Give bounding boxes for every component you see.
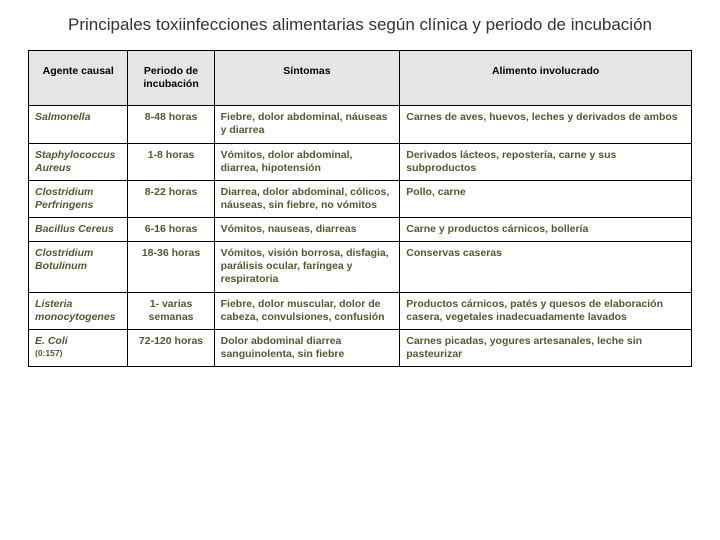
- cell-food: Derivados lácteos, repostería, carne y s…: [400, 143, 692, 180]
- table-row: Salmonella 8-48 horas Fiebre, dolor abdo…: [29, 106, 692, 143]
- cell-food: Conservas caseras: [400, 242, 692, 292]
- cell-symptoms: Diarrea, dolor abdominal, cólicos, náuse…: [214, 180, 400, 217]
- cell-food: Productos cárnicos, patés y quesos de el…: [400, 292, 692, 329]
- cell-period: 8-48 horas: [128, 106, 214, 143]
- cell-agent: E. Coli(0:157): [29, 329, 128, 366]
- col-food: Alimento involucrado: [400, 51, 692, 106]
- table-row: Clostridium Botulinum 18-36 horas Vómito…: [29, 242, 692, 292]
- cell-period: 72-120 horas: [128, 329, 214, 366]
- cell-agent: Clostridium Perfringens: [29, 180, 128, 217]
- cell-food: Carnes picadas, yogures artesanales, lec…: [400, 329, 692, 366]
- cell-symptoms: Vómitos, visión borrosa, disfagia, parál…: [214, 242, 400, 292]
- cell-period: 1-8 horas: [128, 143, 214, 180]
- cell-agent: Clostridium Botulinum: [29, 242, 128, 292]
- table-header-row: Agente causal Periodo de incubación Sínt…: [29, 51, 692, 106]
- cell-period: 6-16 horas: [128, 218, 214, 242]
- table-row: E. Coli(0:157) 72-120 horas Dolor abdomi…: [29, 329, 692, 366]
- cell-agent: Listeria monocytogenes: [29, 292, 128, 329]
- cell-symptoms: Vómitos, nauseas, diarreas: [214, 218, 400, 242]
- table-row: Clostridium Perfringens 8-22 horas Diarr…: [29, 180, 692, 217]
- page: Principales toxiinfecciones alimentarias…: [0, 0, 720, 540]
- cell-period: 18-36 horas: [128, 242, 214, 292]
- cell-symptoms: Fiebre, dolor muscular, dolor de cabeza,…: [214, 292, 400, 329]
- col-period: Periodo de incubación: [128, 51, 214, 106]
- table-row: Staphylococcus Aureus 1-8 horas Vómitos,…: [29, 143, 692, 180]
- cell-food: Carnes de aves, huevos, leches y derivad…: [400, 106, 692, 143]
- cell-agent: Salmonella: [29, 106, 128, 143]
- col-agent: Agente causal: [29, 51, 128, 106]
- cell-symptoms: Dolor abdominal diarrea sanguinolenta, s…: [214, 329, 400, 366]
- cell-period: 1- varias semanas: [128, 292, 214, 329]
- cell-agent: Bacillus Cereus: [29, 218, 128, 242]
- table-row: Bacillus Cereus 6-16 horas Vómitos, naus…: [29, 218, 692, 242]
- cell-symptoms: Vómitos, dolor abdominal, diarrea, hipot…: [214, 143, 400, 180]
- infection-table: Agente causal Periodo de incubación Sínt…: [28, 50, 692, 367]
- table-row: Listeria monocytogenes 1- varias semanas…: [29, 292, 692, 329]
- cell-agent: Staphylococcus Aureus: [29, 143, 128, 180]
- col-symptoms: Síntomas: [214, 51, 400, 106]
- table-body: Salmonella 8-48 horas Fiebre, dolor abdo…: [29, 106, 692, 367]
- page-title: Principales toxiinfecciones alimentarias…: [28, 14, 692, 36]
- cell-symptoms: Fiebre, dolor abdominal, náuseas y diarr…: [214, 106, 400, 143]
- cell-food: Carne y productos cárnicos, bollería: [400, 218, 692, 242]
- cell-food: Pollo, carne: [400, 180, 692, 217]
- cell-period: 8-22 horas: [128, 180, 214, 217]
